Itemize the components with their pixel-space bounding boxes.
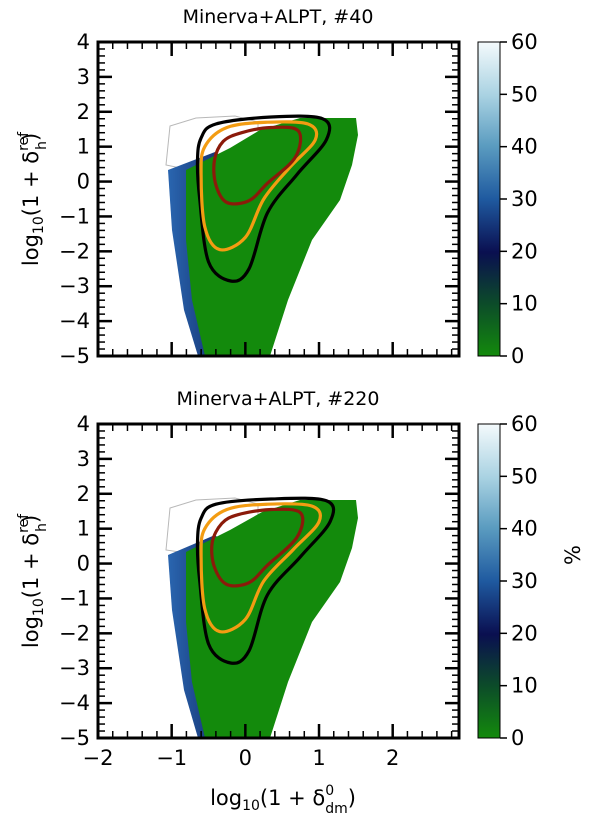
colorbar-tick-label: 60 [511,30,538,54]
y-tick-label: −4 [59,691,90,715]
y-tick-label: 1 [77,135,90,159]
density-core [186,500,358,738]
y-tick-label: 4 [77,30,90,54]
contour-inner [210,507,305,588]
contour-outer [195,114,332,283]
colorbar-tick-label: 60 [511,412,538,436]
colorbar-tick-label: 30 [511,187,538,211]
colorbar [477,41,501,357]
colorbar-tick-label: 40 [511,517,538,541]
plot-frame [96,40,461,358]
colorbar-tick-label: 50 [511,82,538,106]
y-axis-label: log10(1 + δref h) [16,513,50,648]
contour-outer [195,496,336,665]
y-tick-label: −5 [59,344,90,368]
colorbar-tick-label: 10 [511,674,538,698]
density-core [186,118,358,356]
contour-middle [199,502,322,634]
density-map [165,497,358,738]
y-tick-label: 4 [77,412,90,436]
y-tick-label: −1 [59,204,90,228]
y-tick-label: −4 [59,309,90,333]
y-tick-label: 3 [77,65,90,89]
y-tick-label: 2 [77,482,90,506]
colorbar-tick-label: 40 [511,135,538,159]
colorbar-ticks: 60 50 40 30 20 10 0 [500,412,538,750]
x-tick-label: 1 [312,746,325,770]
colorbar-tick-label: 50 [511,464,538,488]
y-tick-label: 2 [77,100,90,124]
x-tick-label: 2 [386,746,399,770]
y-tick-label: 1 [77,517,90,541]
colorbar [477,423,501,739]
y-tick-label: −1 [59,586,90,610]
x-tick-label: 0 [239,746,252,770]
y-axis: 4 3 2 1 0 −1 −2 −3 −4 −5 [59,412,459,750]
contour-inner [212,125,303,206]
contour-middle [199,120,319,252]
chart-title: Minerva+ALPT, #220 [177,388,380,410]
y-tick-label: −5 [59,726,90,750]
contour-group [195,114,332,283]
y-tick-label: 0 [77,552,90,576]
colorbar-tick-label: 0 [511,726,524,750]
y-tick-label: −2 [59,621,90,645]
contour-group [195,496,336,665]
y-tick-label: 3 [77,447,90,471]
y-tick-label: 0 [77,170,90,194]
y-tick-label: −3 [59,656,90,680]
colorbar-tick-label: 20 [511,239,538,263]
colorbar-tick-label: 20 [511,621,538,645]
y-tick-label: −3 [59,274,90,298]
x-axis: −2 −1 0 1 2 [83,424,453,770]
y-tick-label: −2 [59,239,90,263]
y-axis: 4 3 2 1 0 −1 −2 −3 −4 −5 [59,30,459,368]
chart-title: Minerva+ALPT, #40 [183,6,374,28]
colorbar-tick-label: 30 [511,569,538,593]
plot-frame [96,422,461,740]
colorbar-ticks: 60 50 40 30 20 10 0 [500,30,538,368]
density-map [165,115,358,356]
colorbar-tick-label: 0 [511,344,524,368]
x-tick-label: −1 [156,746,187,770]
y-axis-label: log10(1 + δref h) [16,131,50,266]
x-tick-label: −2 [83,746,114,770]
x-axis [96,42,453,356]
x-axis-label: log10(1 + δ0 dm) [210,783,356,817]
colorbar-label: % [561,545,585,565]
colorbar-tick-label: 10 [511,292,538,316]
